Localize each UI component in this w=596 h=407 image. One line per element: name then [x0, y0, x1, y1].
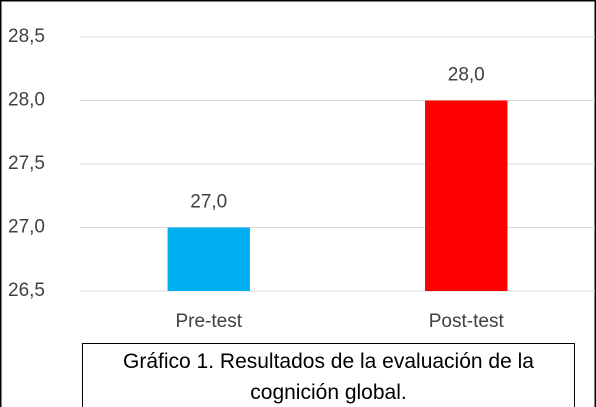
y-tick-label: 27,0: [8, 217, 45, 238]
chart-title: Gráfico 1. Resultados de la evaluación d…: [82, 343, 575, 407]
x-tick-label: Post-test: [429, 311, 505, 332]
bar: [425, 100, 508, 291]
y-tick-label: 26,5: [8, 280, 45, 301]
y-tick-label: 27,5: [8, 153, 45, 174]
y-tick-label: 28,0: [8, 90, 45, 111]
x-tick-label: Pre-test: [175, 311, 242, 332]
y-tick-label: 28,5: [8, 26, 45, 47]
data-label: 27,0: [190, 192, 227, 213]
data-label: 28,0: [448, 65, 485, 86]
bar: [167, 227, 250, 291]
